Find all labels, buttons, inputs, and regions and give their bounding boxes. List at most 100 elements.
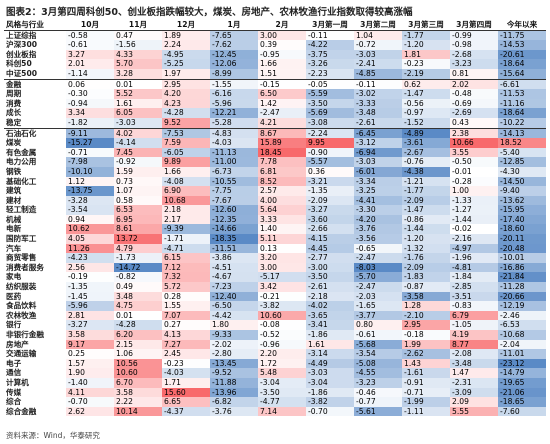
- value-cell: -7.98: [66, 157, 114, 167]
- value-cell: -11.00: [210, 157, 258, 167]
- value-cell: 6.90: [162, 186, 210, 196]
- value-cell: -4.15: [306, 234, 354, 244]
- value-cell: -15.27: [66, 138, 114, 148]
- value-cell: 0.81: [450, 68, 498, 80]
- value-cell: -9.39: [162, 224, 210, 235]
- value-cell: -1.44: [450, 214, 498, 225]
- value-cell: -0.11: [306, 30, 354, 41]
- value-cell: 4.33: [114, 49, 162, 60]
- value-cell: -2.09: [306, 195, 354, 206]
- value-cell: 1.04: [354, 30, 402, 41]
- value-cell: -5.59: [306, 89, 354, 99]
- value-cell: -0.71: [402, 387, 450, 398]
- row-label: 煤炭: [6, 138, 22, 148]
- value-cell: -5.40: [498, 147, 546, 158]
- value-cell: -1.82: [66, 117, 114, 129]
- value-cell: 0.27: [162, 320, 210, 330]
- row-label: 机械: [6, 214, 22, 224]
- value-cell: -11.13: [210, 147, 258, 158]
- value-cell: -15.95: [498, 205, 546, 215]
- value-cell: -2.46: [498, 310, 546, 321]
- value-cell: -2.68: [450, 49, 498, 60]
- table-row: 建材 -3.28 0.58 10.68 -7.67 4.00 -2.09 -4.41 -2.09…: [4, 195, 546, 206]
- value-cell: -3.65: [306, 310, 354, 321]
- value-cell: -0.21: [258, 291, 306, 302]
- value-cell: -3.54: [66, 205, 114, 215]
- value-cell: -5.08: [354, 358, 402, 369]
- row-label: 电力公用: [6, 157, 37, 167]
- value-cell: -4.28: [162, 108, 210, 118]
- value-cell: -0.58: [66, 30, 114, 41]
- table-row: 创业板指 3.27 4.33 -4.95 -12.45 -0.95 -3.75 -3.03 1.…: [4, 49, 546, 60]
- value-cell: -20.11: [498, 234, 546, 244]
- value-cell: -3.23: [450, 59, 498, 69]
- value-cell: -4.41: [354, 195, 402, 206]
- value-cell: -18.60: [498, 224, 546, 235]
- value-cell: 6.15: [162, 253, 210, 263]
- value-cell: -4.20: [354, 214, 402, 225]
- value-cell: -11.16: [498, 98, 546, 109]
- value-cell: 1.55: [162, 301, 210, 311]
- value-cell: -1.35: [306, 186, 354, 196]
- value-cell: -1.47: [402, 205, 450, 215]
- value-cell: -0.19: [66, 272, 114, 283]
- value-cell: -4.85: [354, 68, 402, 80]
- value-cell: 2.56: [66, 262, 114, 273]
- value-cell: 1.61: [114, 98, 162, 109]
- table-row: 有色金属 -0.71 7.45 -6.05 -11.13 18.45 -0.90 -6.94-…: [4, 147, 546, 158]
- value-cell: -2.09: [402, 262, 450, 273]
- value-cell: -3.61: [402, 138, 450, 148]
- value-cell: 0.06: [66, 78, 114, 90]
- value-cell: -16.86: [498, 262, 546, 273]
- table-row: 石油石化 -9.11 4.02 -7.53 -4.83 8.67 -2.24 -6.45 -4.…: [4, 127, 546, 139]
- table-row: 传媒 4.11 3.58 15.60 -13.96 -3.50 -1.86 -0.46 -0.7…: [4, 387, 546, 398]
- row-label: 周期: [6, 89, 22, 99]
- value-cell: -18.65: [498, 397, 546, 407]
- value-cell: -0.90: [306, 147, 354, 158]
- value-cell: 4.20: [162, 89, 210, 99]
- value-cell: -0.96: [258, 339, 306, 350]
- row-label: 纺织服装: [6, 282, 37, 292]
- table-row: 汽车 11.26 4.79 -4.71 -11.51 0.13 -4.45 -0.65 -1.3…: [4, 243, 546, 254]
- value-cell: -0.86: [402, 214, 450, 225]
- value-cell: -20.61: [498, 49, 546, 60]
- value-cell: -1.65: [354, 301, 402, 311]
- table-row: 家电 -0.19 -0.82 7.32 -4.67 -5.17 -3.50 -5.70 -1.8…: [4, 272, 546, 283]
- value-cell: -9.33: [210, 330, 258, 340]
- value-cell: -3.09: [450, 387, 498, 398]
- value-cell: 2.45: [162, 349, 210, 359]
- value-cell: -1.71: [162, 234, 210, 244]
- row-label: 商贸零售: [6, 253, 37, 263]
- value-cell: 2.24: [162, 40, 210, 50]
- row-label: 非银行金融: [6, 330, 44, 339]
- row-label: 食品饮料: [6, 301, 37, 311]
- value-cell: 13.72: [114, 234, 162, 244]
- value-cell: -2.66: [306, 224, 354, 235]
- value-cell: -3.03: [354, 49, 402, 60]
- value-cell: -6.94: [354, 147, 402, 158]
- row-label: 综合: [6, 397, 22, 407]
- value-cell: -0.46: [354, 387, 402, 398]
- column-header: 3月第四周: [450, 20, 498, 31]
- value-cell: -1.33: [450, 195, 498, 206]
- value-cell: -7.75: [210, 186, 258, 196]
- value-cell: 10.14: [114, 406, 162, 417]
- value-cell: -2.23: [306, 68, 354, 80]
- row-label: 通信: [6, 368, 22, 378]
- value-cell: -2.47: [354, 253, 402, 263]
- heatmap-table: 风格与行业 10月 11月 12月 1月 2月 3月第一周 3月第二周 3月第三周 3月第四周 今年…: [4, 20, 546, 417]
- row-label: 建材: [6, 195, 22, 205]
- value-cell: 6.65: [162, 397, 210, 407]
- source: 资料来源：Wind，华泰研究: [6, 431, 100, 440]
- table-row: 金融 0.06 0.01 2.95 -1.55 -0.15 -0.05 -0.11 0.62 2.…: [4, 78, 546, 90]
- value-cell: -1.83: [402, 272, 450, 283]
- value-cell: -3.12: [354, 138, 402, 148]
- row-label: 交通运输: [6, 349, 37, 359]
- value-cell: -3.50: [258, 387, 306, 398]
- value-cell: 4.02: [114, 127, 162, 139]
- value-cell: -1.86: [306, 330, 354, 340]
- value-cell: -1.11: [402, 406, 450, 417]
- value-cell: 1.06: [114, 349, 162, 359]
- value-cell: 2.95: [162, 78, 210, 90]
